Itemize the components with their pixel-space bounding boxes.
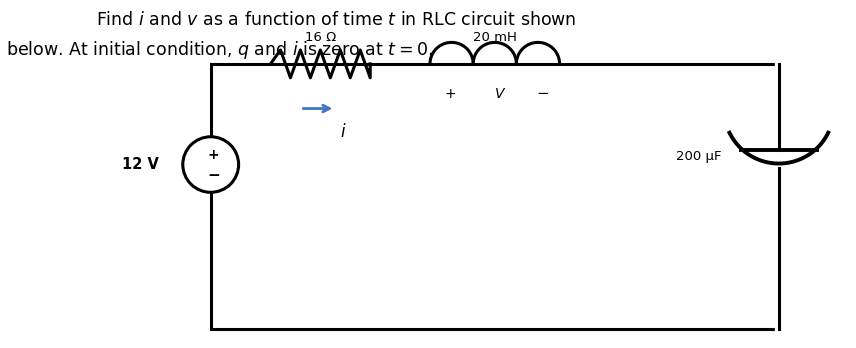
Text: 12 V: 12 V (122, 157, 159, 172)
Text: below. At initial condition, $q$ and $i$ is zero at $t = 0$.: below. At initial condition, $q$ and $i$… (6, 39, 433, 61)
Text: 20 mH: 20 mH (473, 31, 517, 44)
Text: −: − (207, 168, 220, 183)
Text: 200 μF: 200 μF (675, 150, 721, 163)
Text: +: + (444, 87, 455, 101)
Text: −: − (536, 86, 549, 101)
Text: 16 Ω: 16 Ω (305, 31, 336, 44)
Circle shape (183, 137, 239, 192)
Text: +: + (208, 148, 219, 161)
Text: Find $i$ and $v$ as a function of time $t$ in RLC circuit shown: Find $i$ and $v$ as a function of time $… (96, 11, 577, 29)
Text: $i$: $i$ (341, 124, 347, 141)
Text: V: V (495, 87, 504, 101)
